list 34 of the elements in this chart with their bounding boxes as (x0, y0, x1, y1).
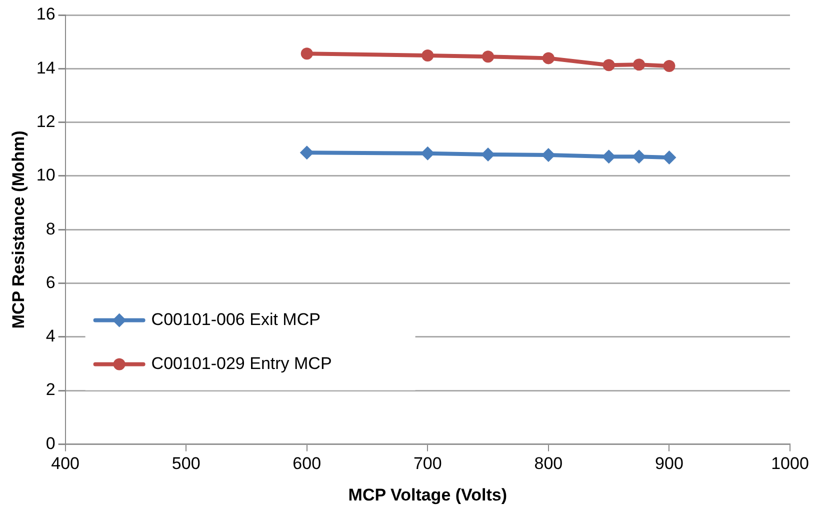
legend-label: C00101-029 Entry MCP (151, 354, 332, 373)
y-tick-label: 10 (36, 166, 56, 185)
x-tick-label: 900 (655, 454, 684, 474)
y-tick-label: 2 (46, 380, 56, 400)
y-tick-label: 0 (46, 434, 56, 453)
legend-label: C00101-006 Exit MCP (151, 310, 320, 329)
x-tick-label: 800 (534, 454, 563, 474)
point (300, 48, 313, 60)
x-tick-label: 500 (172, 454, 200, 474)
point (541, 148, 556, 162)
point (482, 50, 494, 63)
y-tick-label: 6 (46, 272, 56, 292)
y-tick-label: 14 (36, 58, 56, 78)
y-tick-label: 16 (36, 4, 56, 24)
point (420, 146, 435, 160)
y-tick-label: 4 (46, 326, 56, 346)
x-tick-label: 1000 (771, 454, 809, 474)
point (602, 150, 616, 164)
point (481, 147, 496, 162)
point (300, 146, 314, 160)
point (542, 52, 554, 64)
x-axis-title: MCP Voltage (Volts) (348, 485, 507, 504)
x-tick-label: 400 (51, 454, 80, 474)
point (662, 150, 676, 164)
point (602, 59, 615, 72)
point (632, 150, 646, 164)
point (663, 60, 676, 72)
point (422, 50, 434, 62)
x-tick-label: 700 (413, 454, 442, 474)
x-tick-label: 600 (292, 454, 322, 474)
point (633, 58, 646, 71)
y-tick-label: 12 (36, 112, 56, 131)
y-axis-title: MCP Resistance (Mohm) (8, 130, 28, 329)
y-tick-label: 8 (46, 219, 56, 238)
